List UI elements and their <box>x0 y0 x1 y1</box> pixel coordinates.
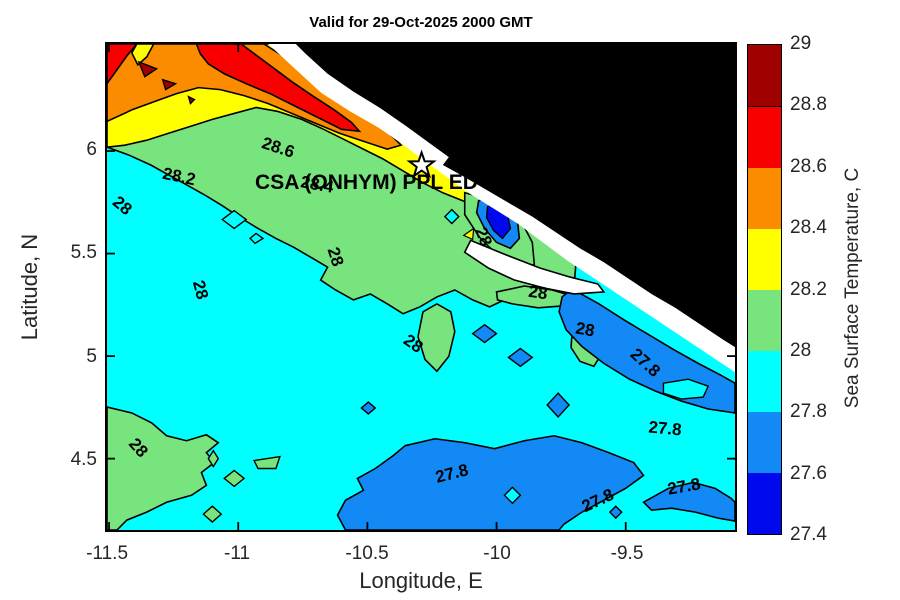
green-diamond <box>223 469 246 488</box>
x-tick-label: -11.5 <box>86 543 129 564</box>
colorbar-band <box>748 411 781 473</box>
blue-blob-27-6 <box>336 434 645 530</box>
x-axis-label: Longitude, E <box>359 568 483 593</box>
star-marker-layer <box>406 149 437 179</box>
map-annotation: CSA (ONHYM) PPL ED <box>255 170 478 194</box>
contour-region-28-6 <box>195 44 362 133</box>
colorbar-tick-label: 28.2 <box>790 278 827 300</box>
colorbar-band <box>748 45 781 106</box>
colorbar-tick-label: 27.4 <box>790 524 827 545</box>
green-patch-28 <box>417 302 456 373</box>
colorbar-tick-label: 27.8 <box>790 401 827 423</box>
plot-area: 28.6 28.2 28 28.4 28 28 28 28 28 28 27.8 27.8 27.8 27… <box>105 42 737 532</box>
x-tick-label: -9.5 <box>610 543 644 564</box>
cyan-diamond <box>443 208 460 225</box>
blue-diamond <box>546 392 571 418</box>
colorbar-band <box>748 289 781 351</box>
cyan-diamond <box>249 232 265 245</box>
green-diamond <box>202 505 223 523</box>
x-tick-label: -11 <box>224 543 251 564</box>
cyan-diamond-hole <box>503 486 522 505</box>
colorbar-band <box>748 350 781 412</box>
contour-region-yellow-wedge <box>130 44 155 67</box>
star-marker <box>406 149 437 179</box>
colorbar-tick-label: 28 <box>790 339 812 361</box>
colorbar-tick-label: 28.8 <box>790 94 827 116</box>
contour-label: 28 <box>573 318 596 341</box>
coastal-gap-bulge <box>463 239 606 295</box>
green-diamond <box>207 449 220 468</box>
blue-diamond <box>471 323 498 344</box>
contour-field <box>107 44 735 530</box>
colorbar-tick-label: 27.6 <box>790 462 827 484</box>
colorbar-band <box>748 106 781 168</box>
colorbar-band <box>748 228 781 290</box>
land-mass <box>295 44 735 348</box>
colorbar-band <box>748 167 781 229</box>
contour-region-corner-red <box>107 44 138 86</box>
green-sliver <box>253 455 281 470</box>
x-tick-label: -10 <box>483 543 511 564</box>
colorbar <box>747 44 782 535</box>
colorbar-tick-label: 29 <box>790 33 812 54</box>
blue-diamond <box>608 505 623 520</box>
yellow-speck <box>462 227 475 241</box>
contour-region-28-8-spot <box>137 60 159 78</box>
cyan-diamond <box>221 209 248 230</box>
cyan-hole <box>662 378 710 400</box>
chart-title: Valid for 29-Oct-2025 2000 GMT <box>309 14 533 31</box>
contour-region-28-8-spot <box>187 95 196 105</box>
blue-band-27-6 <box>642 481 735 522</box>
y-tick-label: 5 <box>86 345 97 367</box>
colorbar-tick-label: 28.4 <box>790 217 827 239</box>
y-tick-label: 4.5 <box>70 449 97 471</box>
x-tick-label: -10.5 <box>345 543 389 564</box>
blue-diamond <box>507 347 534 368</box>
contour-label: 27.8 <box>648 417 683 440</box>
y-tick-label: 5.5 <box>70 242 97 264</box>
contour-region-28-8-spot <box>161 78 178 91</box>
axis-ticks <box>107 44 735 530</box>
green-region-bottom-left <box>107 406 220 530</box>
contour-label: 28 <box>527 281 549 303</box>
colorbar-tick-label: 28.6 <box>790 155 827 177</box>
blue-diamond <box>360 401 377 415</box>
colorbar-band <box>748 472 781 534</box>
y-tick-label: 6 <box>86 138 97 160</box>
